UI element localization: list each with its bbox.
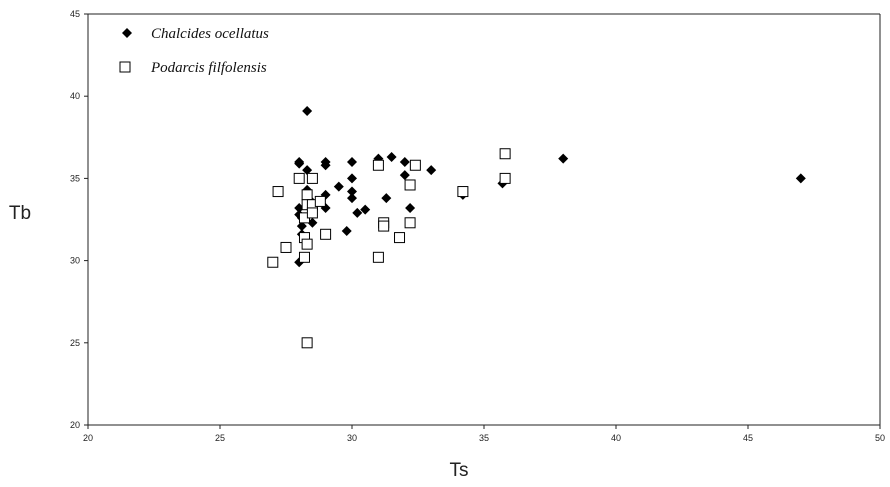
data-point-podarcis: [404, 217, 416, 229]
data-point-podarcis: [372, 159, 384, 171]
data-point-chalcides: [426, 165, 437, 176]
data-point-chalcides: [347, 193, 357, 204]
data-point-chalcides: [405, 202, 416, 213]
x-tick-label: 40: [611, 433, 621, 443]
data-point-chalcides: [360, 204, 371, 215]
y-tick-label: 25: [70, 338, 80, 348]
y-tick-label: 30: [70, 256, 80, 266]
data-point-chalcides: [347, 156, 357, 167]
x-axis-title: Ts: [450, 460, 469, 481]
data-point-chalcides: [294, 158, 305, 169]
data-point-podarcis: [499, 172, 511, 184]
data-point-chalcides: [558, 153, 569, 164]
data-point-chalcides: [320, 160, 331, 171]
data-point-podarcis: [378, 220, 390, 232]
x-tick-label: 50: [875, 433, 885, 443]
data-point-podarcis: [394, 232, 406, 244]
legend-item-podarcis: Podarcis filfolensis: [119, 60, 267, 76]
data-point-podarcis: [298, 251, 310, 263]
data-point-chalcides: [399, 170, 410, 181]
legend-square-marker: [119, 61, 131, 73]
x-tick-label: 45: [743, 433, 753, 443]
data-point-chalcides: [381, 193, 392, 204]
data-point-chalcides: [399, 156, 410, 167]
legend-item-chalcides: Chalcides ocellatus: [122, 26, 269, 42]
data-point-podarcis: [314, 195, 326, 207]
data-point-chalcides: [352, 207, 363, 218]
legend-label-podarcis: Podarcis filfolensis: [150, 60, 267, 76]
data-point-chalcides: [296, 221, 307, 232]
data-point-chalcides: [347, 186, 357, 197]
data-point-podarcis: [293, 172, 305, 184]
x-axis-ticks: 20 25 30 35 40 45 50: [83, 425, 885, 443]
data-point-chalcides: [302, 165, 313, 176]
y-tick-label: 35: [70, 173, 80, 183]
data-point-podarcis: [280, 241, 292, 253]
y-axis-ticks: 20 25 30 35 40 45: [70, 9, 88, 430]
data-point-chalcides: [795, 173, 806, 184]
data-point-podarcis: [457, 186, 469, 198]
data-point-podarcis: [267, 256, 279, 268]
y-axis-title: Tb: [9, 203, 31, 224]
data-point-chalcides: [347, 173, 357, 184]
data-markers: [267, 105, 806, 349]
y-tick-label: 40: [70, 91, 80, 101]
y-tick-label: 20: [70, 420, 80, 430]
data-point-chalcides: [386, 152, 397, 163]
data-point-podarcis: [409, 159, 421, 171]
data-point-podarcis: [301, 337, 313, 349]
x-tick-label: 35: [479, 433, 489, 443]
legend: Chalcides ocellatus Podarcis filfolensis: [119, 26, 269, 76]
data-point-podarcis: [306, 207, 318, 219]
data-point-podarcis: [272, 186, 284, 198]
x-tick-label: 30: [347, 433, 357, 443]
data-point-chalcides: [333, 181, 344, 192]
data-point-podarcis: [499, 148, 511, 160]
data-point-chalcides: [302, 105, 313, 116]
x-tick-label: 20: [83, 433, 93, 443]
y-tick-label: 45: [70, 9, 80, 19]
data-point-podarcis: [301, 189, 313, 201]
legend-diamond-marker: [122, 28, 132, 38]
data-point-podarcis: [404, 179, 416, 191]
data-point-podarcis: [306, 172, 318, 184]
data-point-podarcis: [320, 228, 332, 240]
legend-label-chalcides: Chalcides ocellatus: [151, 26, 269, 42]
data-point-podarcis: [301, 238, 313, 250]
data-point-podarcis: [372, 251, 384, 263]
x-tick-label: 25: [215, 433, 225, 443]
data-point-chalcides: [341, 226, 352, 237]
